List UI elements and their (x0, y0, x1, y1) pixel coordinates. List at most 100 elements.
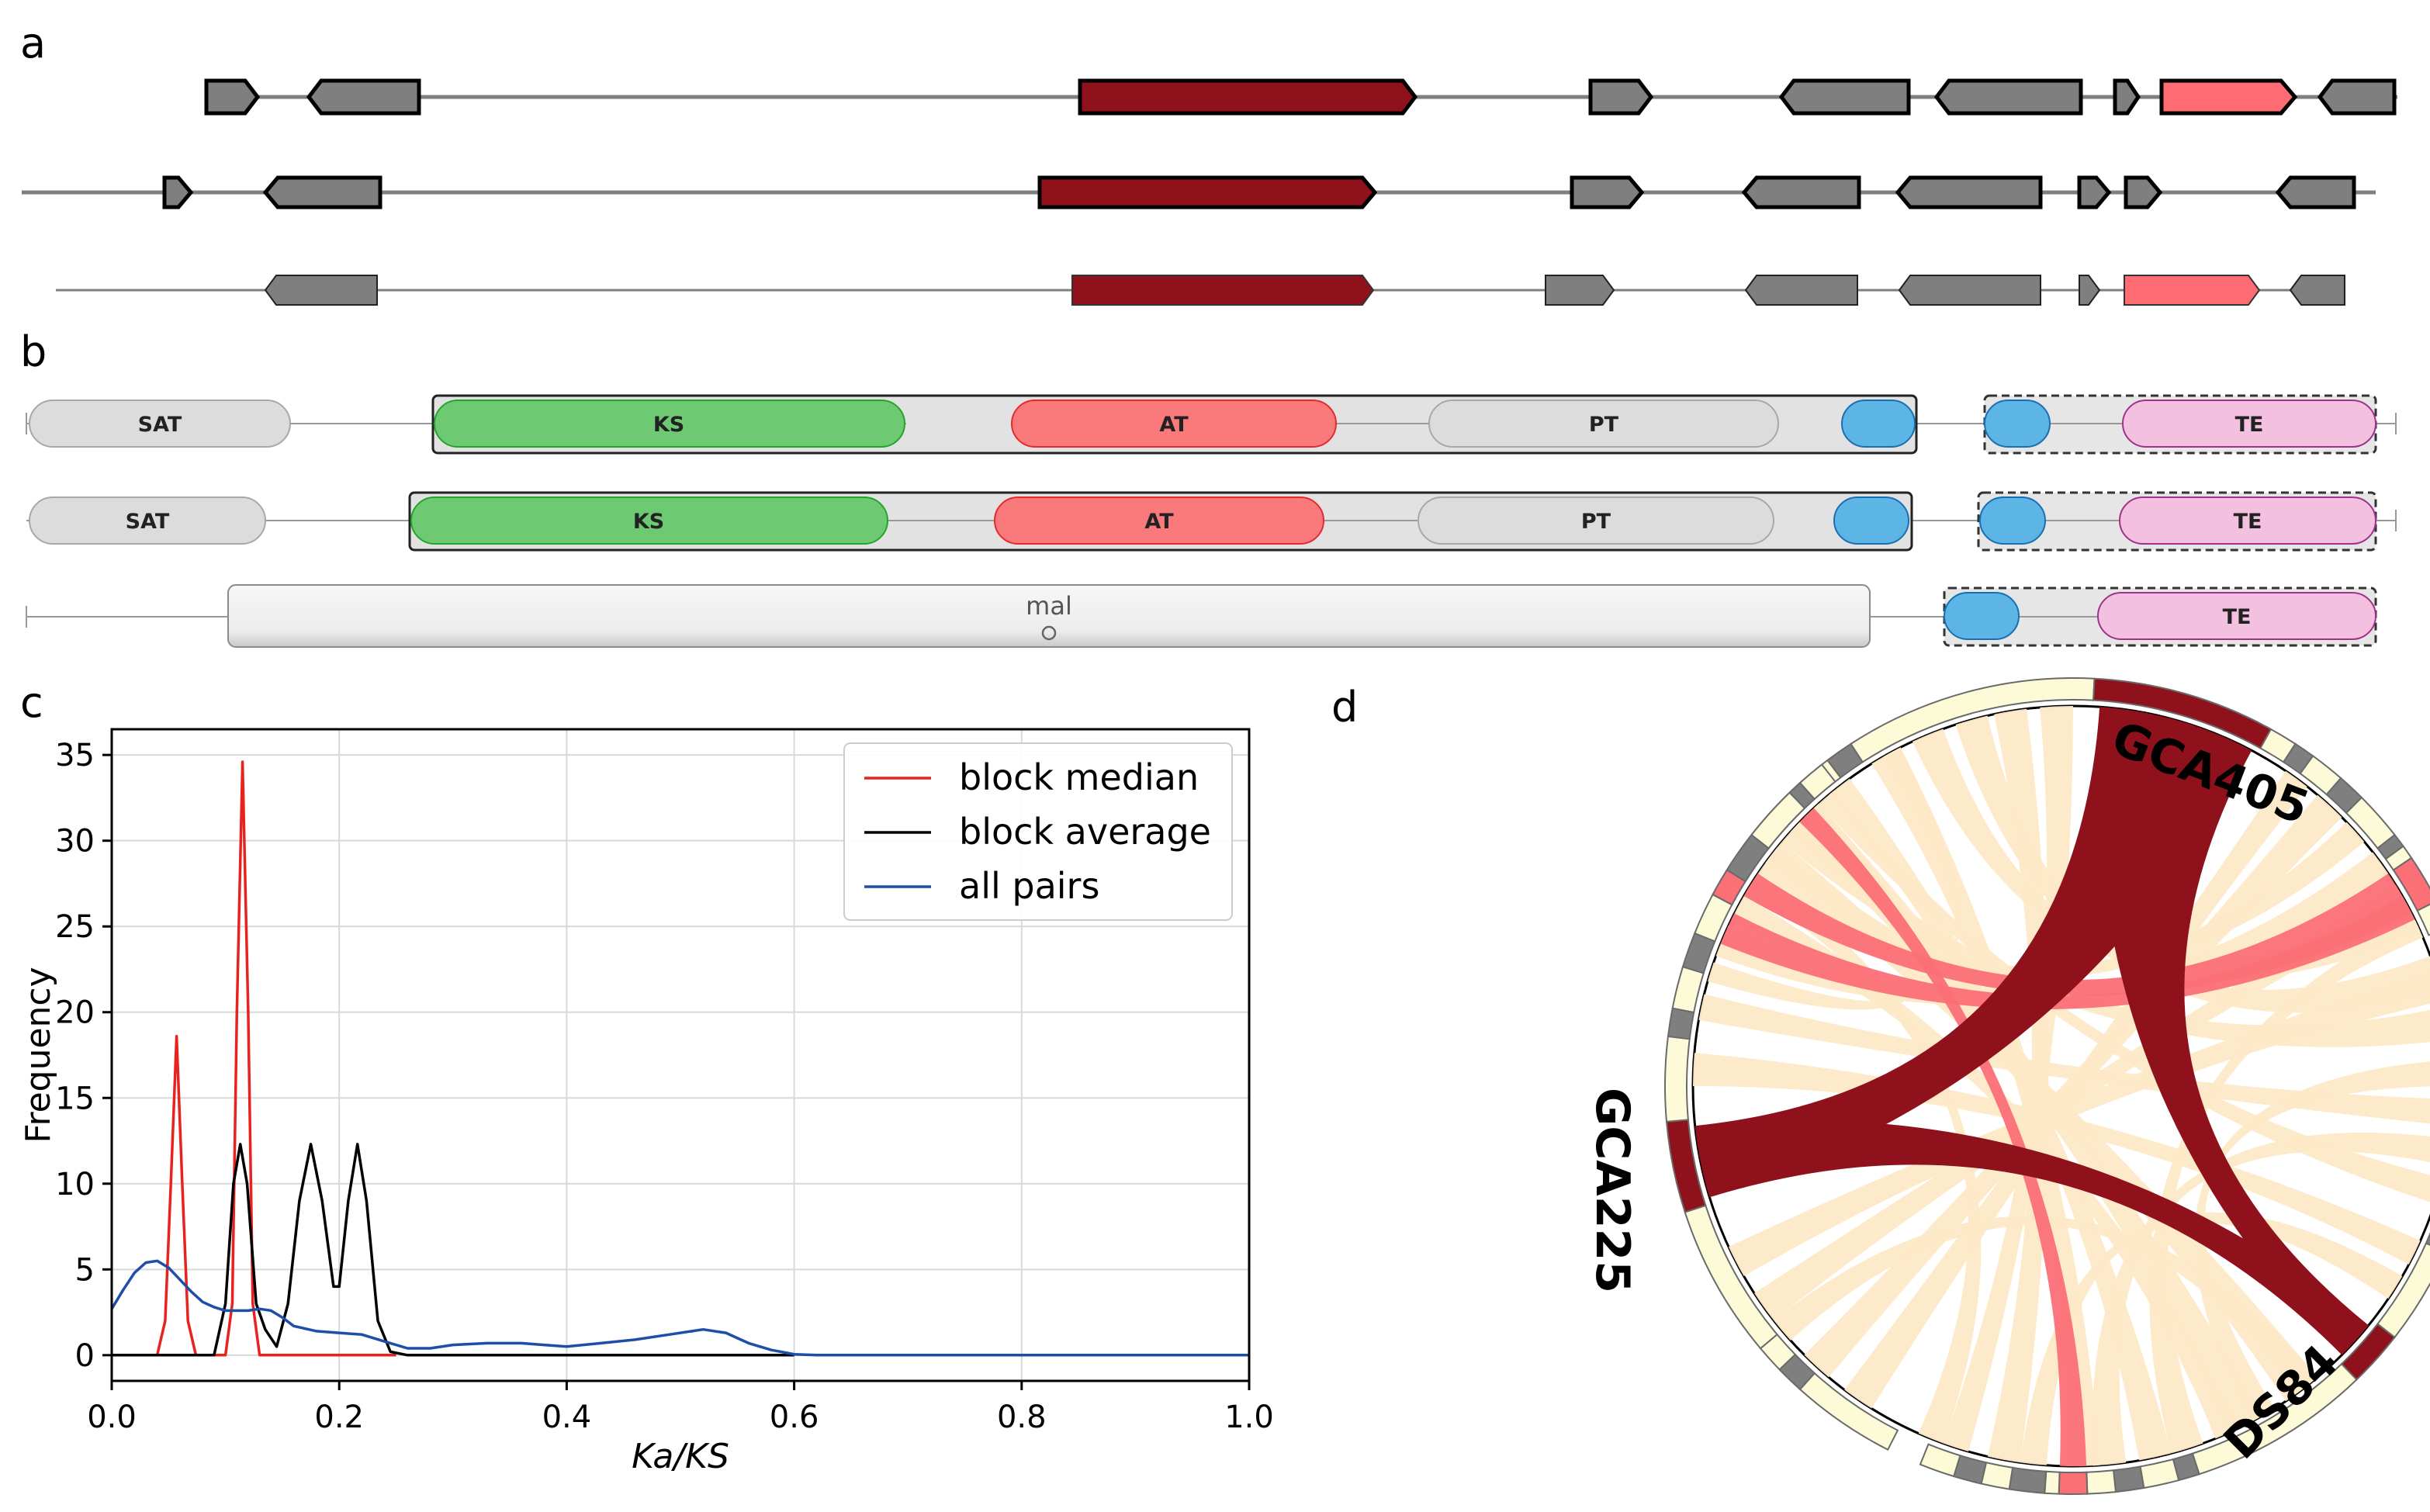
ring-segment (1664, 1035, 1691, 1123)
acp-domain (1833, 497, 1909, 545)
gene-arrow (1744, 275, 1858, 306)
gene-arrow (1895, 175, 2043, 209)
x-tick-label: 0.0 (87, 1400, 137, 1435)
te-domain (2122, 400, 2376, 448)
synteny-ribbon (1746, 873, 1982, 1444)
ring-segment (1671, 965, 1705, 1014)
sat-domain-label: SAT (126, 510, 170, 534)
ring-segment (2008, 1466, 2048, 1494)
y-tick-label: 15 (55, 1081, 95, 1116)
panel-letter-d: d (1331, 683, 1358, 732)
sat-domain (29, 400, 291, 448)
synteny-ribbon (1715, 852, 2389, 1006)
gene-arrow (1545, 275, 1615, 306)
gene-track-3 (56, 275, 2345, 306)
ring-segment (1667, 1007, 1695, 1040)
refresh-icon (1041, 625, 1057, 641)
gene-arrow (1741, 175, 1861, 209)
acp-domain (1944, 592, 2020, 640)
pt-domain (1418, 497, 1774, 545)
at-domain-label: AT (1144, 510, 1174, 534)
ks-domain (434, 400, 905, 448)
acp-domain (1841, 400, 1916, 448)
domain-architecture-panel: SAT KS AT PT TE SAT KS AT (26, 394, 2397, 648)
mal-domain (227, 584, 1871, 648)
acp-domain (1984, 400, 2051, 448)
ring-segment (2112, 1465, 2145, 1493)
synteny-ribbon (1694, 707, 2252, 1198)
acp-domain (1979, 497, 2046, 545)
synteny-ribbon (1773, 1216, 2318, 1394)
gene-arrow (1570, 175, 1645, 209)
synteny-ribbon (1720, 896, 2415, 1010)
at-domain (994, 497, 1324, 545)
panel-letter-b: b (20, 327, 47, 376)
ring-segment (2044, 1470, 2061, 1495)
series-line-2 (110, 1259, 1249, 1357)
x-axis-label: Ka/KS (632, 1437, 729, 1476)
panel-letter-a: a (20, 19, 46, 67)
gene-arrow (162, 175, 194, 209)
synteny-ribbon (1743, 822, 2365, 980)
pt-domain-label: PT (1589, 413, 1619, 437)
x-tick-label: 0.8 (997, 1400, 1047, 1435)
te-domain-label: TE (2235, 413, 2264, 437)
core-gene-arrow (1037, 175, 1378, 209)
gene-arrow (2079, 275, 2101, 306)
synteny-ribbon (1754, 884, 2409, 1320)
pink-gene-arrow (2124, 275, 2261, 306)
te-domain-label: TE (2223, 605, 2252, 629)
x-tick-label: 1.0 (1224, 1400, 1274, 1435)
synteny-circos: GCA405 GCA225 DS84 (1585, 677, 2430, 1496)
at-domain-label: AT (1159, 413, 1189, 437)
legend-label: block median (959, 756, 1199, 798)
y-tick-label: 10 (55, 1167, 95, 1202)
series-line-1 (112, 1143, 794, 1357)
genome-label-gca225: GCA225 (1585, 1088, 1639, 1293)
sat-domain (29, 497, 266, 545)
pink-gene-arrow (2159, 78, 2298, 116)
domain-row-1: SAT KS AT PT TE (26, 394, 2397, 455)
synteny-ribbon (1987, 708, 2049, 1463)
pt-domain (1428, 400, 1779, 448)
legend-label: block average (959, 811, 1211, 853)
synteny-ribbon (1819, 791, 2430, 1202)
ring-segment (1798, 763, 1836, 801)
ks-domain-label: KS (653, 413, 684, 437)
ring-segment (2139, 1458, 2180, 1490)
y-tick-label: 5 (75, 1252, 95, 1288)
synteny-ribbon (1728, 970, 2430, 1276)
synteny-ribbon (1829, 778, 2172, 1461)
ks-domain-label: KS (633, 510, 664, 534)
domain-row-3: mal TE (26, 584, 2377, 648)
y-tick-label: 25 (55, 909, 95, 945)
gene-arrow (1778, 78, 1911, 116)
gene-arrow (306, 78, 421, 116)
core-gene-arrow (1078, 78, 1418, 116)
synteny-ribbon (1698, 994, 2430, 1124)
gene-arrow (1588, 78, 1654, 116)
synteny-ribbon (1765, 747, 1963, 952)
gene-arrow (2289, 275, 2345, 306)
ring-segment (1919, 1443, 1961, 1478)
x-tick-label: 0.6 (770, 1400, 819, 1435)
gene-track-1 (204, 78, 2397, 116)
gene-cluster-panel (22, 78, 2397, 306)
te-domain (2119, 497, 2376, 545)
te-domain-label: TE (2234, 510, 2262, 534)
domain-row-2: SAT KS AT PT TE (26, 491, 2397, 552)
gene-arrow (2124, 175, 2163, 209)
legend-label: all pairs (959, 865, 1099, 907)
synteny-ribbon (1955, 715, 2430, 1013)
core-gene-arrow (1071, 275, 1375, 306)
gene-arrow (2077, 175, 2112, 209)
sat-domain-label: SAT (138, 413, 182, 437)
y-tick-label: 0 (75, 1338, 95, 1374)
gene-arrow (262, 175, 382, 209)
at-domain (1011, 400, 1337, 448)
synteny-ribbon (1743, 873, 2412, 996)
ring-segment (2416, 903, 2430, 936)
pt-domain-label: PT (1581, 510, 1611, 534)
gene-arrow (264, 275, 378, 306)
